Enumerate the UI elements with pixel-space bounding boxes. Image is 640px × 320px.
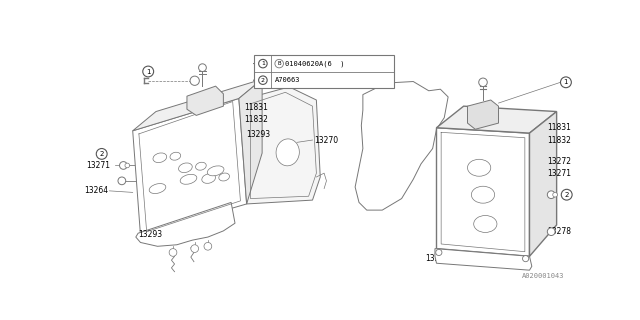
Circle shape bbox=[204, 243, 212, 250]
Circle shape bbox=[191, 245, 198, 252]
Circle shape bbox=[561, 189, 572, 200]
Polygon shape bbox=[436, 106, 557, 133]
Text: A020001043: A020001043 bbox=[522, 273, 564, 279]
Circle shape bbox=[143, 66, 154, 77]
Circle shape bbox=[436, 249, 442, 256]
Text: 13272: 13272 bbox=[547, 157, 572, 166]
Polygon shape bbox=[436, 128, 529, 256]
Text: 1: 1 bbox=[146, 68, 150, 75]
Ellipse shape bbox=[153, 153, 166, 163]
Ellipse shape bbox=[149, 184, 166, 194]
Polygon shape bbox=[435, 249, 532, 270]
Circle shape bbox=[118, 177, 125, 185]
Circle shape bbox=[553, 192, 557, 197]
Polygon shape bbox=[254, 55, 394, 88]
Circle shape bbox=[547, 228, 555, 236]
Circle shape bbox=[125, 163, 130, 168]
Circle shape bbox=[275, 60, 284, 68]
Circle shape bbox=[259, 60, 267, 68]
Ellipse shape bbox=[207, 166, 224, 176]
Text: 2: 2 bbox=[99, 151, 104, 157]
Text: 1: 1 bbox=[261, 61, 265, 66]
Text: 11832: 11832 bbox=[547, 136, 572, 145]
Circle shape bbox=[198, 64, 206, 71]
Polygon shape bbox=[136, 203, 235, 246]
Polygon shape bbox=[132, 99, 246, 235]
Ellipse shape bbox=[219, 173, 230, 181]
Ellipse shape bbox=[276, 139, 300, 166]
Text: 01040620A(6  ): 01040620A(6 ) bbox=[285, 60, 344, 67]
Polygon shape bbox=[132, 79, 262, 131]
Ellipse shape bbox=[196, 162, 206, 170]
Circle shape bbox=[479, 78, 487, 86]
Ellipse shape bbox=[472, 186, 495, 203]
Text: 13278: 13278 bbox=[547, 227, 572, 236]
Ellipse shape bbox=[170, 152, 180, 160]
Text: A70663: A70663 bbox=[275, 77, 300, 83]
Circle shape bbox=[120, 162, 127, 169]
Ellipse shape bbox=[467, 159, 491, 176]
Text: 13271: 13271 bbox=[86, 161, 110, 170]
Ellipse shape bbox=[180, 174, 197, 184]
Polygon shape bbox=[187, 86, 223, 116]
Polygon shape bbox=[246, 87, 320, 204]
Polygon shape bbox=[467, 100, 499, 129]
Text: 13264: 13264 bbox=[84, 186, 108, 195]
Polygon shape bbox=[239, 79, 262, 204]
Circle shape bbox=[259, 76, 267, 84]
Circle shape bbox=[190, 76, 199, 85]
Text: 13293: 13293 bbox=[138, 230, 163, 239]
Circle shape bbox=[547, 191, 555, 198]
Text: 13293: 13293 bbox=[246, 130, 270, 139]
Circle shape bbox=[169, 249, 177, 256]
Text: 2: 2 bbox=[261, 78, 265, 83]
Text: 13270: 13270 bbox=[314, 136, 338, 145]
Ellipse shape bbox=[474, 215, 497, 232]
Text: 2: 2 bbox=[564, 192, 569, 198]
Text: 11831: 11831 bbox=[547, 123, 572, 132]
Text: 1: 1 bbox=[564, 79, 568, 85]
Circle shape bbox=[522, 256, 529, 262]
Circle shape bbox=[561, 77, 572, 88]
Polygon shape bbox=[355, 82, 448, 210]
Ellipse shape bbox=[179, 163, 192, 172]
Polygon shape bbox=[529, 112, 557, 256]
Text: 11832: 11832 bbox=[244, 115, 268, 124]
Circle shape bbox=[96, 148, 107, 159]
Text: B: B bbox=[277, 61, 281, 66]
Text: 11831: 11831 bbox=[244, 103, 268, 112]
Text: 13271: 13271 bbox=[547, 169, 572, 179]
Text: 13293: 13293 bbox=[425, 254, 449, 263]
Ellipse shape bbox=[202, 174, 216, 183]
